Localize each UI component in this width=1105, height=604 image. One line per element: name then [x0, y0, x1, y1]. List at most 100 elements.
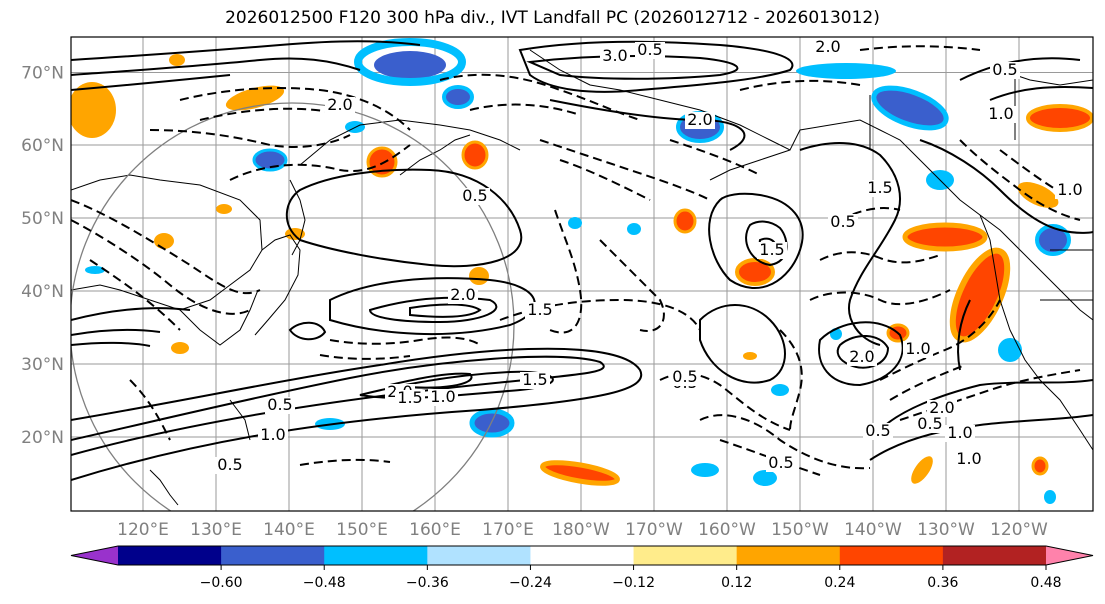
shade-patch — [469, 267, 489, 285]
contour-label: 0.5 — [462, 186, 487, 205]
colorbar-tick-label: 0.48 — [1030, 575, 1061, 591]
contour-label-bg — [903, 341, 933, 358]
contour-label: 3.0 — [602, 46, 627, 65]
contour-label: 0.5 — [992, 60, 1017, 79]
colorbar-segment — [942, 546, 1047, 565]
shade-patch — [540, 460, 620, 486]
map-frame — [70, 36, 1094, 512]
shade-patch — [225, 85, 285, 111]
contour-label-bg — [945, 425, 975, 442]
lon-tick-label: 150°W — [771, 520, 829, 540]
contour-label-bg — [395, 390, 425, 407]
colorbar-tick-label: 0.12 — [721, 575, 752, 591]
colorbar-segment — [839, 546, 944, 565]
shade-patch — [753, 470, 777, 486]
shade-patch — [735, 258, 775, 286]
shade-patch — [871, 85, 949, 131]
lon-tick-label: 180°W — [552, 520, 610, 540]
contour-label-bg — [927, 400, 957, 417]
contour-label: 2.0 — [327, 95, 352, 114]
contour-label-bg — [448, 287, 478, 304]
contour-label: 1.5 — [759, 240, 784, 259]
colorbar-segment — [324, 546, 428, 565]
lat-tick-label: 50°N — [21, 209, 64, 229]
colorbar-segment — [221, 546, 325, 565]
contour-label-bg — [1055, 182, 1085, 199]
shade-patch — [1044, 490, 1056, 504]
shade-patch — [673, 208, 697, 234]
shade-patch — [354, 38, 466, 86]
contour-label: 0.5 — [917, 414, 942, 433]
colorbar-segment — [427, 546, 531, 565]
lon-tick-label: 130°E — [190, 520, 242, 540]
lon-tick-label: 140°W — [844, 520, 902, 540]
contour-label: 1.0 — [1057, 180, 1082, 199]
shade-patch — [285, 228, 305, 240]
contour-label-bg — [258, 427, 288, 444]
contour-label-bg — [635, 42, 665, 59]
contour-label: 0.5 — [830, 212, 855, 231]
shade-patch — [169, 54, 185, 66]
shade-patch — [796, 63, 896, 79]
shade-patch — [154, 233, 174, 249]
lon-tick-label: 140°E — [263, 520, 315, 540]
contour-label-bg — [954, 451, 984, 468]
colorbar-outline — [70, 545, 1094, 566]
contour-label: 0.5 — [217, 455, 242, 474]
shade-patch — [85, 266, 105, 274]
colorbar-segment — [633, 546, 738, 565]
contour-label: 1.0 — [260, 425, 285, 444]
contour-label: 1.5 — [527, 300, 552, 319]
shade-patch — [171, 342, 189, 354]
lon-tick-label: 150°E — [336, 520, 388, 540]
contour-label: 2.0 — [815, 37, 840, 56]
shade-patch — [771, 384, 789, 396]
contour-label: 2.0 — [687, 110, 712, 129]
shade-patch — [366, 146, 398, 178]
contour-label: 1.0 — [956, 449, 981, 468]
shade-patch — [216, 204, 232, 214]
colorbar-tick-label: −0.12 — [612, 575, 655, 591]
lat-tick-label: 20°N — [21, 428, 64, 448]
contour-label-bg — [428, 389, 458, 406]
contour-label: 1.5 — [397, 388, 422, 407]
contour-label-bg — [990, 62, 1020, 79]
lon-tick-label: 170°W — [625, 520, 683, 540]
contour-label: 2.0 — [450, 285, 475, 304]
contour-label-bg — [915, 416, 945, 433]
colorbar-segment — [118, 546, 222, 565]
shade-patch — [743, 352, 757, 360]
shade-patch — [442, 85, 474, 109]
contour-label: 1.0 — [988, 104, 1013, 123]
shade-patch — [71, 82, 116, 138]
coastlines — [71, 49, 1093, 506]
colorbar-tick-label: −0.24 — [509, 575, 552, 591]
contour-label-bg — [600, 48, 630, 65]
lon-tick-label: 170°E — [482, 520, 534, 540]
contour-label: 1.5 — [867, 178, 892, 197]
shade-patch — [1026, 104, 1093, 132]
shade-patch — [469, 408, 515, 438]
contour-label: 0.5 — [768, 453, 793, 472]
colorbar-extend-max — [1046, 546, 1093, 565]
contour-label-bg — [215, 457, 245, 474]
contour-label-bg — [766, 455, 796, 472]
colorbar-segment — [530, 546, 635, 565]
reference-circle — [71, 102, 515, 511]
contour-label-bg — [986, 106, 1016, 123]
lat-tick-label: 60°N — [21, 136, 64, 156]
shade-patch — [691, 463, 719, 477]
contour-label: 1.0 — [905, 339, 930, 358]
lat-tick-label: 40°N — [21, 282, 64, 302]
contour-label-bg — [865, 180, 895, 197]
shade-patch — [911, 456, 933, 484]
contour-label: 2.0 — [849, 347, 874, 366]
shade-patch — [1017, 182, 1059, 208]
colorbar-tick-label: −0.48 — [303, 575, 346, 591]
lon-tick-label: 160°E — [409, 520, 461, 540]
contour-label-bg — [847, 349, 877, 366]
contour-label-bg — [520, 372, 550, 389]
contour-label: 0.5 — [672, 367, 697, 386]
lon-tick-label: 120°E — [117, 520, 169, 540]
